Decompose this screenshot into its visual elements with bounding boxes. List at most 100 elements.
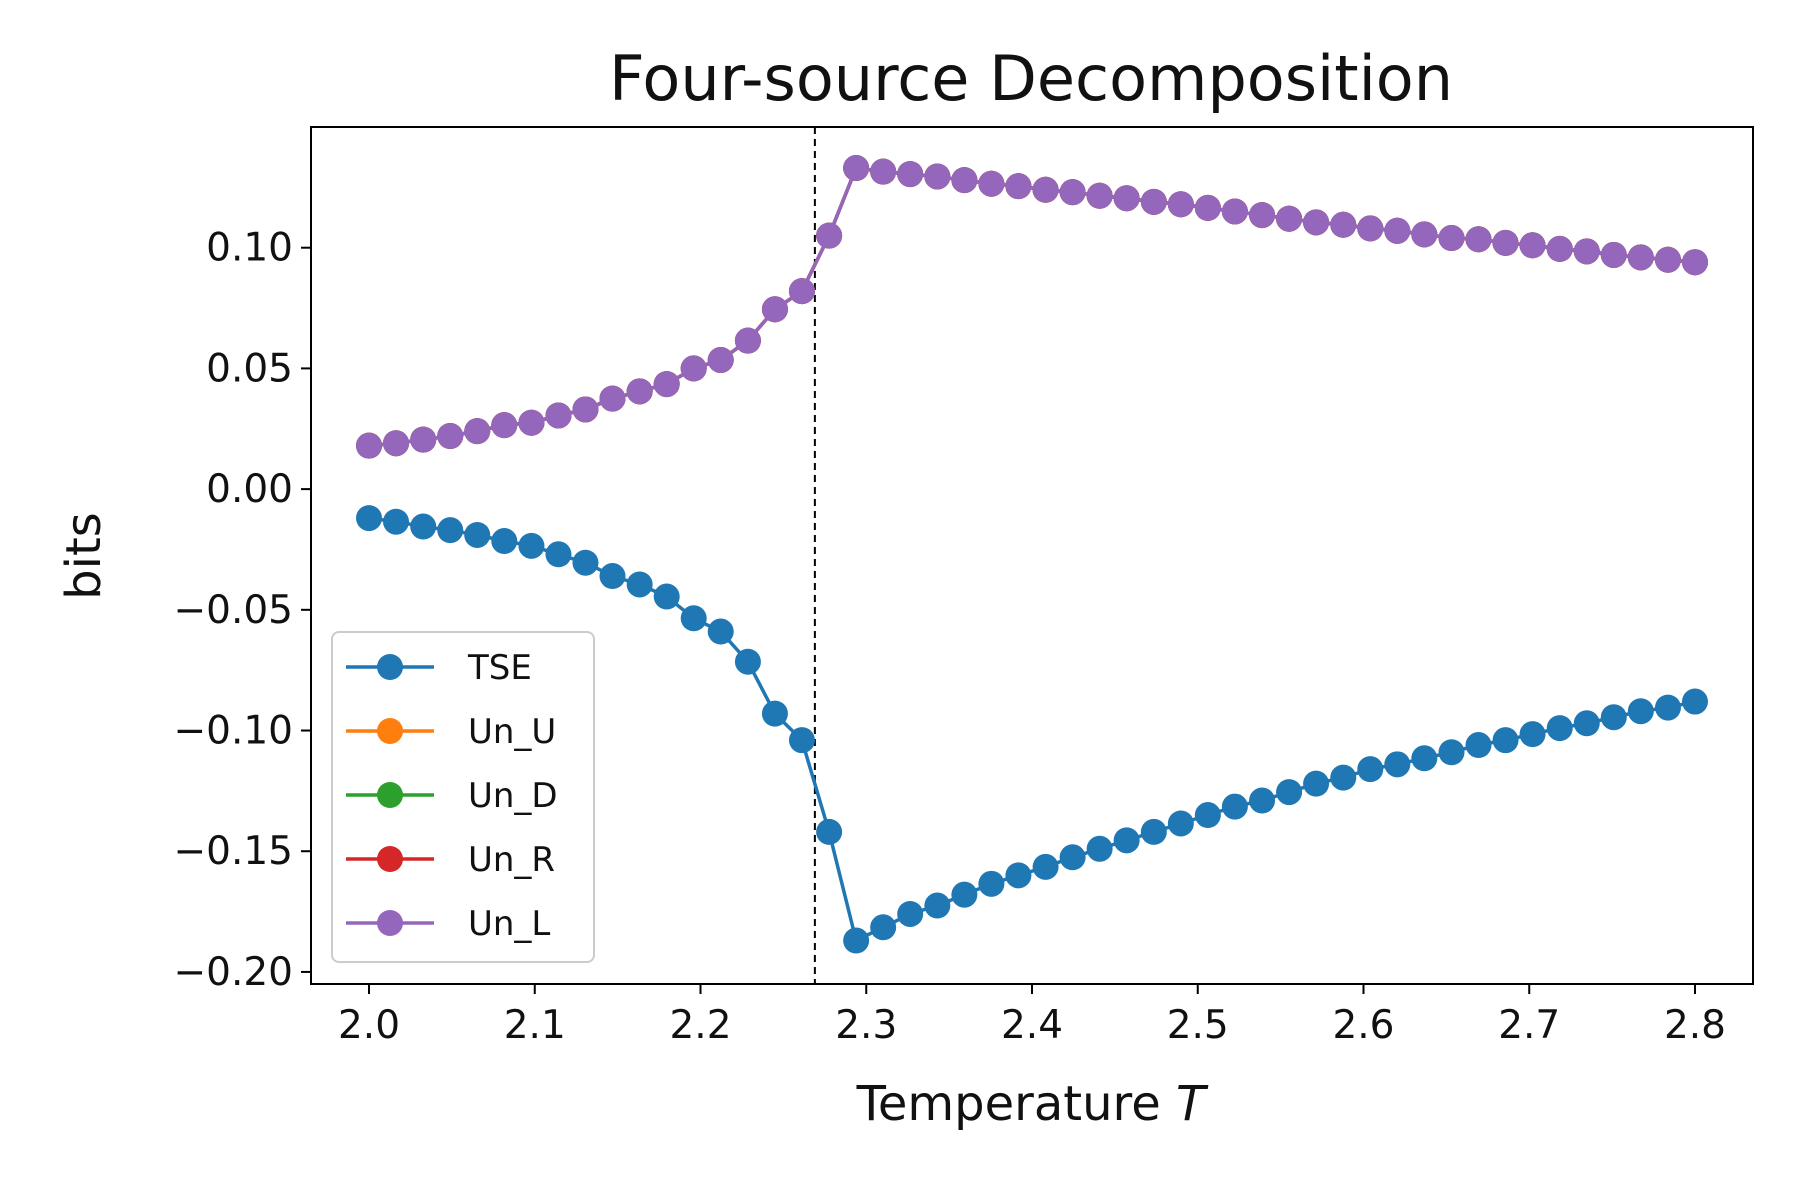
data-point-TSE [1167,810,1194,837]
data-point-TSE [1492,727,1519,754]
series-line-Un_U [368,166,1696,448]
data-point-Un_L [1113,185,1140,212]
data-point-TSE [626,571,653,598]
legend-item-Un_D: Un_D [346,776,558,816]
data-point-Un_L [1384,217,1411,244]
data-point-Un_L [951,167,978,194]
data-point-Un_L [680,355,707,382]
data-point-TSE [761,700,788,727]
data-point-TSE [1303,770,1330,797]
data-point-TSE [1438,739,1465,766]
data-point-TSE [680,605,707,632]
series-TSE [356,505,1708,954]
data-point-Un_L [1519,232,1546,259]
data-point-TSE [1194,802,1221,829]
x-axis-label-variable: T [1176,1076,1209,1132]
data-point-TSE [1059,844,1086,871]
data-point-Un_L [1681,249,1708,276]
data-point-TSE [437,517,464,544]
legend-box [331,631,595,963]
data-point-Un_L [788,278,815,305]
data-point-TSE [1546,715,1573,742]
data-point-Un_L [1465,226,1492,253]
data-point-Un_L [734,327,761,354]
series-line-Un_R [368,166,1696,448]
data-point-Un_L [1438,225,1465,252]
legend-item-Un_R: Un_R [346,840,555,880]
data-point-TSE [1627,698,1654,725]
data-point-TSE [1600,704,1627,731]
legend-label: Un_D [468,776,558,816]
y-tick-label: −0.10 [173,709,293,754]
data-point-Un_L [464,418,491,445]
y-tick-label: −0.05 [173,588,293,633]
data-point-Un_L [1086,182,1113,209]
data-point-TSE [356,505,383,532]
data-point-Un_L [1492,229,1519,256]
data-point-TSE [924,892,951,919]
data-point-TSE [1681,688,1708,715]
y-tick-label: −0.20 [173,950,293,995]
x-tick-label: 2.6 [1332,1003,1394,1048]
data-point-TSE [1573,710,1600,737]
x-tick-label: 2.7 [1498,1003,1560,1048]
data-point-Un_L [545,402,572,429]
data-point-Un_L [518,409,545,436]
data-point-TSE [1519,721,1546,748]
legend-marker [377,718,403,744]
data-point-TSE [734,648,761,675]
data-point-Un_L [356,432,383,459]
data-point-TSE [897,900,924,927]
data-point-Un_L [843,155,870,182]
legend-label: Un_L [468,904,550,944]
data-point-TSE [1221,793,1248,820]
data-point-Un_L [761,296,788,323]
data-point-TSE [383,508,410,535]
data-point-TSE [1384,751,1411,778]
data-point-Un_L [978,170,1005,197]
data-point-TSE [1654,694,1681,721]
data-point-Un_L [1167,191,1194,218]
data-point-TSE [572,549,599,576]
data-point-TSE [870,914,897,941]
data-point-Un_L [1005,173,1032,200]
x-tick-label: 2.2 [669,1003,731,1048]
data-point-Un_L [816,222,843,249]
data-point-Un_L [626,378,653,405]
plot-area [356,127,1708,984]
legend-marker [377,846,403,872]
legend-item-Un_L: Un_L [346,904,550,944]
data-point-Un_L [437,423,464,450]
data-point-Un_L [1059,179,1086,206]
data-point-Un_L [572,396,599,423]
x-tick-label: 2.5 [1167,1003,1229,1048]
data-point-TSE [1249,787,1276,814]
data-point-TSE [816,818,843,845]
series-Un_L [356,155,1708,459]
legend-item-Un_U: Un_U [346,712,556,752]
y-tick-label: 0.10 [206,226,293,271]
data-point-Un_L [653,371,680,398]
data-point-Un_L [1573,238,1600,265]
legend-marker [377,910,403,936]
data-point-TSE [1140,818,1167,845]
data-point-TSE [464,521,491,548]
data-point-TSE [545,541,572,568]
data-point-TSE [1411,745,1438,772]
data-point-Un_L [1654,246,1681,273]
x-axis-label: Temperature T [856,1076,1209,1132]
data-point-Un_L [1221,198,1248,225]
data-point-TSE [653,583,680,610]
data-point-Un_L [897,161,924,188]
x-tick-label: 2.8 [1664,1003,1726,1048]
data-point-Un_L [491,412,518,439]
x-tick-label: 2.0 [338,1003,400,1048]
data-point-TSE [1005,862,1032,889]
data-point-TSE [491,528,518,555]
data-point-TSE [518,532,545,559]
data-point-Un_L [870,158,897,185]
y-tick-label: 0.05 [206,346,293,391]
data-point-TSE [1032,853,1059,880]
